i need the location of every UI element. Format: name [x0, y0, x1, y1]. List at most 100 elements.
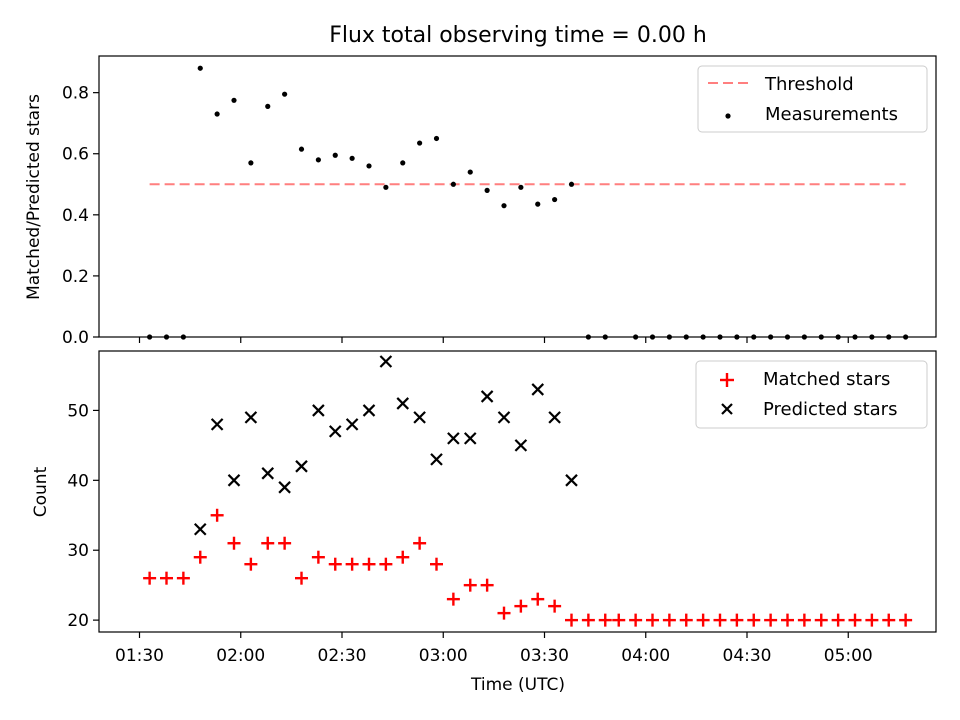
bottom-y-axis-label: Count	[31, 466, 51, 517]
measurement-point	[366, 163, 372, 169]
bottom-y-tick-label: 40	[67, 471, 89, 491]
matched-legend-label: Matched stars	[763, 369, 890, 390]
matched-star-point	[581, 613, 595, 627]
measurement-point	[265, 103, 271, 109]
measurement-point	[484, 187, 490, 193]
matched-star-point	[514, 599, 528, 613]
measurement-point	[552, 196, 558, 203]
matched-star-point	[865, 613, 879, 627]
predicted-star-point	[278, 481, 291, 494]
bottom-legend-box	[695, 360, 928, 429]
matched-star-point	[497, 606, 511, 620]
bottom-y-ticks: 20 30 40 50	[67, 401, 99, 631]
matched-star-point	[781, 613, 794, 627]
x-tick-label: 04:00	[621, 646, 670, 666]
predicted-star-point	[345, 418, 359, 431]
bottom-y-tick-label: 30	[67, 541, 89, 561]
matched-star-point	[797, 613, 811, 627]
matched-star-point	[295, 571, 308, 585]
matched-star-point	[311, 550, 325, 564]
top-y-tick-label: 0.2	[62, 267, 89, 287]
predicted-star-point	[193, 522, 207, 536]
measurements-legend-swatch	[725, 113, 731, 119]
matched-star-point	[345, 557, 359, 571]
measurements-legend-label: Measurements	[765, 104, 898, 125]
matched-star-point	[446, 592, 460, 606]
predicted-star-point	[548, 411, 561, 424]
matched-star-point	[662, 613, 676, 627]
predicted-star-point	[295, 460, 308, 473]
top-y-tick-label: 0.4	[62, 206, 89, 226]
matched-star-point	[210, 508, 224, 522]
x-tick-label: 05:00	[824, 646, 873, 666]
matched-star-point	[328, 557, 342, 571]
top-y-tick-label: 0.0	[62, 328, 89, 348]
matched-star-point	[848, 613, 862, 627]
predicted-star-point	[396, 397, 410, 410]
predicted-star-point	[227, 474, 241, 487]
matched-star-point	[176, 571, 190, 585]
matched-star-point	[598, 613, 612, 627]
matched-star-point	[396, 550, 410, 564]
top-axes-frame	[98, 55, 937, 338]
matched-star-point	[143, 571, 157, 585]
x-axis-label: Time (UTC)	[470, 675, 565, 695]
top-y-axis-label: Matched/Predicted stars	[24, 94, 44, 300]
matched-star-point	[679, 613, 693, 627]
matched-star-point	[278, 536, 292, 550]
measurement-point	[467, 169, 473, 175]
predicted-star-point	[312, 404, 325, 417]
measurement-point	[332, 152, 338, 158]
measurement-point	[417, 140, 423, 146]
top-y-tick-label: 0.8	[62, 84, 89, 104]
matched-star-point	[379, 557, 393, 571]
predicted-star-point	[244, 411, 258, 424]
bottom-y-tick-label: 20	[67, 611, 89, 631]
top-y-tick-label: 0.6	[62, 145, 89, 165]
matched-star-point	[531, 592, 545, 606]
measurement-point	[197, 65, 203, 71]
bottom-axes-frame	[98, 350, 937, 633]
matched-star-point	[362, 557, 376, 571]
predicted-star-point	[447, 432, 460, 445]
measurement-point	[400, 160, 406, 166]
measurement-point	[315, 157, 321, 163]
x-tick-label: 02:00	[216, 646, 265, 666]
matched-star-point	[565, 613, 578, 627]
matched-star-point	[646, 613, 659, 627]
top-legend-box	[697, 65, 928, 133]
matched-star-point	[193, 550, 207, 564]
predicted-star-point	[531, 383, 545, 396]
measurement-point	[535, 201, 541, 207]
measurement-point	[231, 97, 237, 103]
matched-star-point	[696, 613, 710, 627]
matched-star-point	[747, 613, 761, 627]
measurement-point	[298, 146, 305, 152]
predicted-star-point	[379, 355, 393, 368]
predicted-star-point	[413, 411, 426, 424]
x-tick-label: 01:30	[115, 646, 164, 666]
matched-star-points	[143, 508, 913, 627]
matched-star-point	[160, 571, 173, 585]
top-y-ticks: 0.0 0.2 0.4 0.6 0.8	[62, 84, 99, 348]
measurement-point	[518, 184, 524, 190]
predicted-legend-swatch	[721, 403, 733, 415]
measurement-point	[214, 111, 220, 117]
predicted-legend-label: Predicted stars	[763, 399, 897, 420]
predicted-star-point	[463, 432, 477, 445]
predicted-star-point	[261, 467, 275, 480]
predicted-star-point	[514, 439, 528, 452]
top-x-ticks	[138, 337, 849, 343]
x-tick-label: 04:30	[723, 646, 772, 666]
matched-star-point	[730, 613, 744, 627]
predicted-star-point	[565, 474, 578, 487]
measurement-point	[568, 181, 575, 187]
predicted-star-points	[193, 355, 578, 536]
predicted-star-point	[210, 418, 224, 431]
measurement-point	[433, 135, 440, 142]
threshold-legend-label: Threshold	[764, 74, 854, 95]
matched-star-point	[261, 536, 275, 550]
matched-star-point	[899, 613, 913, 627]
matched-star-point	[612, 613, 626, 627]
